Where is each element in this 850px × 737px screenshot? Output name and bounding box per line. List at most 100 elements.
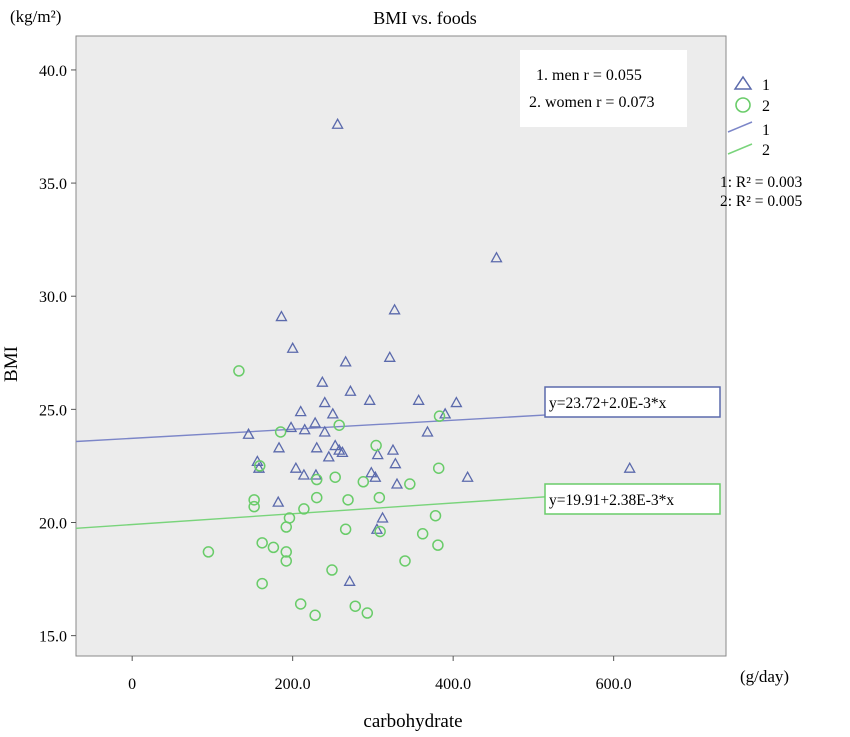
data-point-series-1 [298,423,311,435]
data-point-series-1 [386,443,400,455]
y-axis-label: BMI [1,346,22,382]
data-point-series-2 [357,476,370,488]
correlation-box-bg [520,50,687,127]
data-point-series-2 [404,478,416,490]
data-point-series-2 [339,523,352,536]
data-point-series-2 [202,546,215,558]
data-point-series-1 [490,251,503,263]
data-point-series-2 [256,577,268,590]
data-point-series-1 [272,441,286,453]
x-tick-label: 200.0 [275,676,311,693]
legend-line-icon-series-1 [727,121,753,133]
data-point-series-2 [280,555,292,567]
data-point-series-2 [361,607,374,619]
legend-label-fit-2: 2 [762,142,770,159]
equation-women: y=19.91+2.38E-3*x [549,492,674,509]
data-point-series-1 [309,416,322,428]
data-point-series-2 [349,600,362,612]
legend-label-series-1: 1 [762,77,770,94]
data-point-series-2 [342,494,354,506]
data-point-series-1 [389,457,402,469]
data-point-series-1 [376,511,389,523]
legend-r2-series-2: 2: R² = 0.005 [720,193,803,210]
data-point-series-1 [331,117,344,129]
data-point-series-2 [256,537,268,549]
data-point-series-1 [329,439,342,451]
data-point-series-1 [339,355,352,367]
legend: 1 2 1 2 1: R² = 0.003 2: R² = 0.005 [720,75,803,210]
data-point-series-1 [344,384,357,396]
x-axis-label: carbohydrate [363,711,462,732]
equation-box-women: y=19.91+2.38E-3*x [544,483,721,515]
data-point-series-2 [254,460,266,472]
data-point-series-2 [326,564,338,576]
data-point-series-1 [310,441,323,453]
legend-r2-series-1: 1: R² = 0.003 [720,174,803,191]
equation-box-women-frame [544,483,721,515]
data-point-series-2 [429,509,442,522]
data-point-series-2 [267,541,280,554]
axes-group: 15.0 20.0 25.0 30.0 35.0 40.0 0 200.0 400.0 600.0 [39,63,632,693]
data-point-series-2 [329,471,341,483]
data-point-series-1 [370,522,384,534]
data-point-series-2 [432,539,444,551]
data-point-series-2 [309,609,321,622]
data-point-series-2 [373,491,386,504]
data-point-series-1 [284,421,298,433]
data-point-series-1 [252,461,266,473]
legend-triangle-icon [733,75,753,90]
correlation-box: 1. men r = 0.055 2. women r = 0.073 [520,50,687,127]
data-point-series-1 [369,470,382,482]
equation-box-men: y=23.72+2.0E-3*x [544,386,721,418]
data-point-series-2 [399,555,411,567]
y-tick-label: 20.0 [39,515,67,532]
correlation-women: 2. women r = 0.073 [529,94,654,111]
data-point-series-2 [310,491,323,504]
y-tick-label: 25.0 [39,402,67,419]
data-point-series-2 [248,500,260,513]
data-point-series-1 [316,375,329,387]
x-tick-label: 400.0 [435,676,471,693]
y-unit-label: (kg/m²) [10,7,61,26]
y-tick-label: 35.0 [39,176,67,193]
legend-label-series-2: 2 [762,98,770,115]
data-point-series-2 [333,419,345,431]
legend-label-fit-1: 1 [762,122,770,139]
data-point-series-1 [371,448,384,460]
x-tick-label: 0 [128,676,136,693]
data-point-series-1 [388,303,401,315]
y-tick-label: 15.0 [39,629,67,646]
data-point-series-2 [298,503,310,515]
data-point-series-2 [432,462,445,474]
data-point-series-1 [289,461,302,473]
data-point-series-2 [310,473,323,486]
data-points-group [202,117,636,622]
data-point-series-1 [318,425,331,437]
data-point-series-1 [322,450,335,462]
data-point-series-2 [280,521,292,533]
x-tick-label: 600.0 [596,676,632,693]
data-point-series-1 [623,461,636,473]
equation-men: y=23.72+2.0E-3*x [549,395,667,412]
data-point-series-1 [343,574,356,586]
data-point-series-2 [416,528,429,540]
data-point-series-1 [439,407,452,419]
x-unit-label: (g/day) [740,667,789,686]
data-point-series-1 [421,425,434,437]
data-point-series-1 [318,396,331,408]
data-point-series-1 [336,446,349,458]
data-point-series-2 [433,410,446,422]
data-point-series-1 [363,393,376,405]
data-point-series-2 [274,426,287,438]
y-tick-label: 30.0 [39,289,67,306]
data-point-series-1 [450,396,463,408]
data-point-series-1 [294,405,307,417]
data-point-series-1 [390,477,404,489]
legend-circle-icon [735,97,751,113]
data-point-series-2 [294,598,307,610]
chart-title: BMI vs. foods [373,8,477,28]
data-point-series-2 [248,494,260,506]
data-point-series-1 [412,393,425,405]
data-point-series-2 [280,546,292,558]
